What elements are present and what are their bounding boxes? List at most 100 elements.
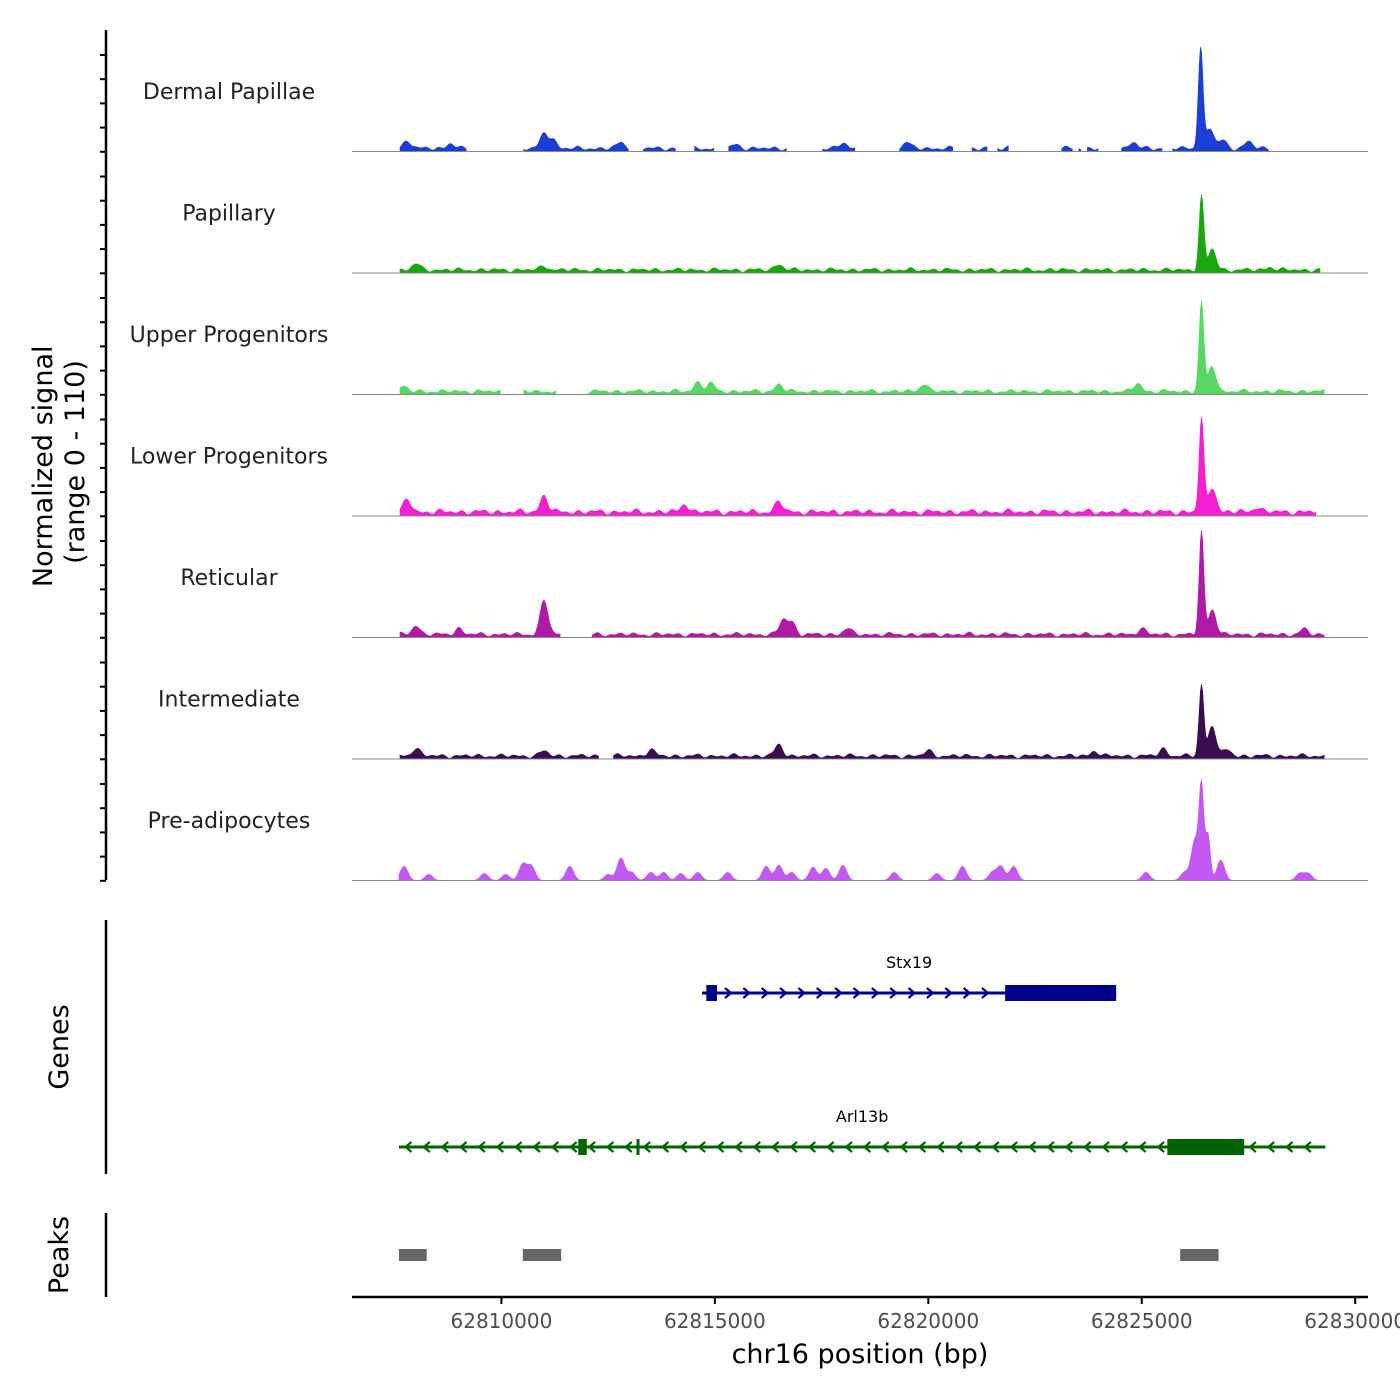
coverage-track: Lower Progenitors xyxy=(130,416,1368,517)
strand-arrow xyxy=(825,1141,835,1153)
gene-label: Arl13b xyxy=(836,1107,888,1126)
x-tick-label: 62815000 xyxy=(664,1309,766,1333)
coverage-track: Reticular xyxy=(180,530,1368,638)
strand-arrow xyxy=(1284,1141,1294,1153)
strand-arrow xyxy=(779,987,788,999)
strand-arrow xyxy=(899,1141,908,1153)
strand-arrow xyxy=(697,1141,706,1153)
genes-track-title: Genes xyxy=(44,1004,75,1089)
coverage-area xyxy=(399,684,1325,760)
x-tick-label: 62820000 xyxy=(877,1309,979,1333)
strand-arrow xyxy=(926,987,935,999)
strand-arrow xyxy=(1138,1141,1147,1153)
strand-arrow xyxy=(1027,1141,1037,1153)
strand-arrow xyxy=(532,1141,541,1153)
coverage-tracks: Dermal Papillae Papillary Upper Progenitor… xyxy=(130,47,1368,881)
gene-exon xyxy=(706,985,717,1001)
strand-arrow xyxy=(568,1141,578,1153)
gene-stx19: Stx19 xyxy=(702,953,1117,1001)
gene-exon xyxy=(1005,985,1117,1001)
strand-arrow xyxy=(760,987,770,999)
strand-arrow xyxy=(624,1141,633,1153)
strand-arrow xyxy=(752,1141,761,1153)
gene-arl13b: Arl13b xyxy=(398,1107,1326,1155)
strand-arrow xyxy=(807,1141,817,1153)
x-axis-title: chr16 position (bp) xyxy=(732,1339,989,1370)
strand-arrow xyxy=(834,987,843,999)
track-label: Intermediate xyxy=(158,688,300,713)
x-tick-label: 62830000 xyxy=(1304,1309,1400,1333)
x-tick-label: 62810000 xyxy=(451,1309,553,1333)
gene-label: Stx19 xyxy=(886,953,932,972)
strand-arrow xyxy=(981,987,990,999)
strand-arrow xyxy=(1082,1141,1092,1153)
strand-arrow xyxy=(954,1141,963,1153)
strand-arrow xyxy=(1156,1141,1165,1153)
track-label: Papillary xyxy=(182,202,276,227)
strand-arrow xyxy=(770,1141,780,1153)
peaks-track xyxy=(104,1213,1219,1297)
strand-arrow xyxy=(403,1141,413,1153)
strand-arrow xyxy=(862,1141,872,1153)
gene-exon xyxy=(578,1139,587,1155)
peak-bar xyxy=(1180,1249,1219,1261)
strand-arrow xyxy=(871,987,880,999)
strand-arrow xyxy=(1248,1141,1257,1153)
strand-arrow xyxy=(881,1141,890,1153)
strand-arrow xyxy=(1101,1141,1110,1153)
strand-arrow xyxy=(797,987,807,999)
y-axis-title: Normalized signal (range 0 - 110) xyxy=(28,337,91,587)
strand-arrow xyxy=(962,987,972,999)
coverage-track: Pre-adipocytes xyxy=(148,779,1368,881)
strand-arrow xyxy=(936,1141,945,1153)
coverage-area xyxy=(399,47,1269,152)
strand-arrow xyxy=(816,987,825,999)
strand-arrow xyxy=(917,1141,927,1153)
strand-arrow xyxy=(587,1141,596,1153)
strand-arrow xyxy=(907,987,917,999)
track-label: Reticular xyxy=(180,566,278,591)
strand-arrow xyxy=(724,987,733,999)
strand-arrow xyxy=(734,1141,743,1153)
strand-arrow xyxy=(605,1141,615,1153)
coverage-track: Papillary xyxy=(182,194,1368,274)
strand-arrow xyxy=(550,1141,560,1153)
track-label: Dermal Papillae xyxy=(143,80,315,105)
coverage-area xyxy=(399,300,1325,395)
strand-arrow xyxy=(852,987,862,999)
strand-arrow xyxy=(991,1141,1000,1153)
y-axis-title-line-2: (range 0 - 110) xyxy=(60,360,91,564)
strand-arrow xyxy=(972,1141,982,1153)
strand-arrow xyxy=(422,1141,431,1153)
coverage-area xyxy=(399,416,1316,517)
strand-arrow xyxy=(944,987,953,999)
strand-arrow xyxy=(1303,1141,1312,1153)
strand-arrow xyxy=(1046,1141,1055,1153)
coverage-track: Intermediate xyxy=(158,684,1368,760)
track-label: Upper Progenitors xyxy=(130,323,329,348)
strand-arrow xyxy=(458,1141,468,1153)
gene-annotation-track: Stx19 Arl13b xyxy=(104,920,1326,1174)
strand-arrow xyxy=(513,1141,523,1153)
strand-arrow xyxy=(660,1141,670,1153)
strand-arrow xyxy=(495,1141,504,1153)
track-label: Lower Progenitors xyxy=(130,445,328,470)
coverage-area xyxy=(399,530,1325,638)
strand-arrow xyxy=(1266,1141,1275,1153)
peaks-track-title: Peaks xyxy=(44,1216,75,1294)
coverage-track: Dermal Papillae xyxy=(143,47,1368,152)
strand-arrow xyxy=(1064,1141,1074,1153)
signal-y-axis xyxy=(100,30,108,882)
strand-arrow xyxy=(742,987,752,999)
strand-arrow xyxy=(440,1141,449,1153)
x-tick-label: 62825000 xyxy=(1091,1309,1193,1333)
strand-arrow xyxy=(1009,1141,1018,1153)
gene-exon xyxy=(1167,1139,1245,1155)
x-axis: 62810000 62815000 62820000 62825000 62830000 xyxy=(352,1295,1400,1333)
coverage-track: Upper Progenitors xyxy=(130,300,1368,395)
strand-arrow xyxy=(844,1141,853,1153)
strand-arrow xyxy=(889,987,898,999)
coverage-area xyxy=(398,779,1321,881)
strand-arrow xyxy=(1119,1141,1129,1153)
peak-bar xyxy=(398,1249,427,1261)
